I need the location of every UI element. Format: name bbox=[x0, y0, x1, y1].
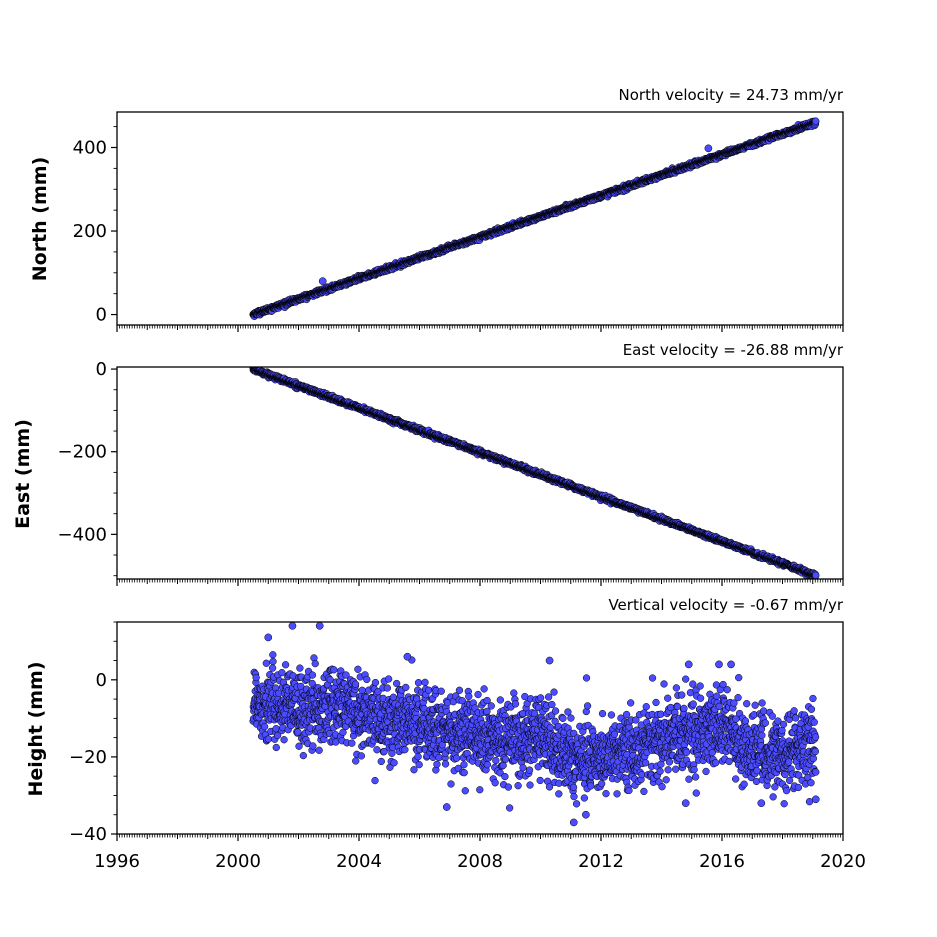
east-y-axis-label: East (mm) bbox=[12, 419, 34, 529]
north-panel: North velocity = 24.73 mm/yr North (mm) … bbox=[29, 86, 844, 332]
north-y-axis-label: North (mm) bbox=[29, 157, 51, 282]
y-tick-label: 200 bbox=[73, 221, 107, 242]
east-panel: East velocity = -26.88 mm/yr East (mm) −… bbox=[12, 341, 844, 586]
east-plot-area: −400−2000 bbox=[58, 359, 844, 586]
outlier-point bbox=[318, 277, 327, 285]
data-point bbox=[812, 117, 820, 125]
outlier-point bbox=[704, 144, 713, 153]
east-panel-title: East velocity = -26.88 mm/yr bbox=[623, 341, 844, 359]
y-tick-label: 0 bbox=[96, 305, 107, 326]
north-data-points bbox=[249, 117, 820, 320]
north-plot-area: 0 200 400 bbox=[73, 111, 844, 332]
y-tick-label: 400 bbox=[73, 138, 107, 159]
north-panel-title: North velocity = 24.73 mm/yr bbox=[619, 86, 844, 104]
east-data-points bbox=[249, 367, 820, 579]
